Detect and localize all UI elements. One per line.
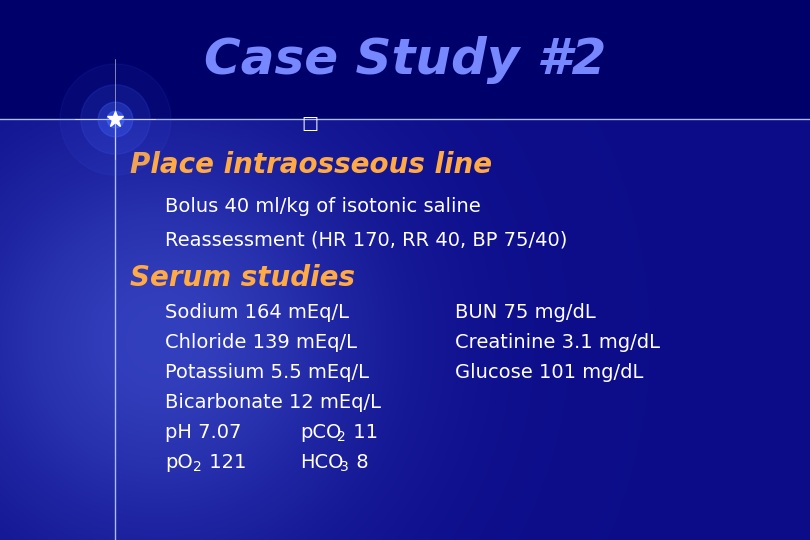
Text: 2: 2	[193, 460, 202, 474]
Text: Glucose 101 mg/dL: Glucose 101 mg/dL	[455, 362, 643, 381]
Text: Place intraosseous line: Place intraosseous line	[130, 151, 492, 179]
Text: 8: 8	[350, 453, 369, 471]
Text: Chloride 139 mEq/L: Chloride 139 mEq/L	[165, 333, 357, 352]
Text: pCO: pCO	[300, 422, 341, 442]
Text: □: □	[301, 115, 318, 133]
Text: BUN 75 mg/dL: BUN 75 mg/dL	[455, 302, 595, 321]
Text: 2: 2	[337, 430, 346, 444]
Bar	[0, 0, 810, 119]
Text: HCO: HCO	[300, 453, 343, 471]
Text: Serum studies: Serum studies	[130, 264, 355, 292]
Text: Reassessment (HR 170, RR 40, BP 75/40): Reassessment (HR 170, RR 40, BP 75/40)	[165, 231, 567, 249]
Text: pO: pO	[165, 453, 193, 471]
Text: Bolus 40 ml/kg of isotonic saline: Bolus 40 ml/kg of isotonic saline	[165, 198, 481, 217]
Text: 11: 11	[347, 422, 378, 442]
Text: 121: 121	[203, 453, 246, 471]
Text: Bicarbonate 12 mEq/L: Bicarbonate 12 mEq/L	[165, 393, 381, 411]
Text: Potassium 5.5 mEq/L: Potassium 5.5 mEq/L	[165, 362, 369, 381]
Text: 3: 3	[340, 460, 349, 474]
Text: Sodium 164 mEq/L: Sodium 164 mEq/L	[165, 302, 349, 321]
Text: Creatinine 3.1 mg/dL: Creatinine 3.1 mg/dL	[455, 333, 660, 352]
Text: Case Study #2: Case Study #2	[204, 36, 606, 84]
Text: pH 7.07: pH 7.07	[165, 422, 241, 442]
